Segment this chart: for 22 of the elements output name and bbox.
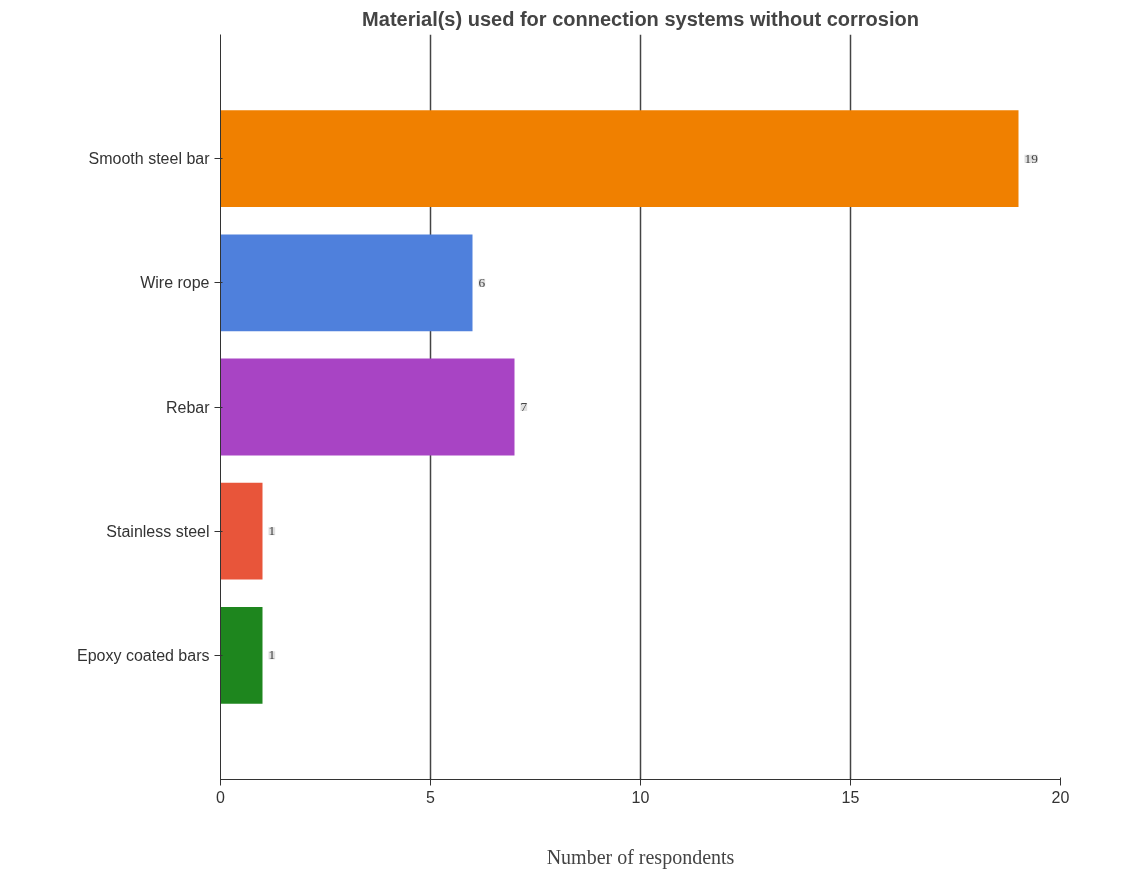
x-tick-label: 15 (841, 788, 860, 806)
bar (220, 234, 473, 332)
x-tick-label: 10 (631, 788, 650, 806)
x-axis-title: Number of respondents (546, 845, 735, 869)
y-tick-label: Epoxy coated bars (76, 646, 210, 664)
chart-title: Material(s) used for connection systems without corrosion (362, 7, 919, 30)
bar (220, 110, 1019, 208)
y-tick-label: Wire rope (140, 274, 210, 292)
bar (220, 482, 263, 580)
data-label: 1 (268, 523, 276, 539)
data-label: 1 (268, 647, 276, 663)
data-label: 19 (1024, 150, 1039, 166)
x-tick-label: 0 (216, 788, 226, 806)
bar (220, 358, 515, 456)
bar (220, 606, 263, 704)
y-tick-label: Smooth steel bar (88, 150, 211, 168)
data-label: 6 (478, 274, 486, 290)
y-tick-label: Rebar (165, 398, 211, 416)
x-tick-label: 20 (1051, 788, 1070, 806)
data-label: 7 (520, 399, 528, 414)
y-tick-label: Stainless steel (106, 522, 210, 540)
x-tick-label: 5 (426, 788, 436, 806)
